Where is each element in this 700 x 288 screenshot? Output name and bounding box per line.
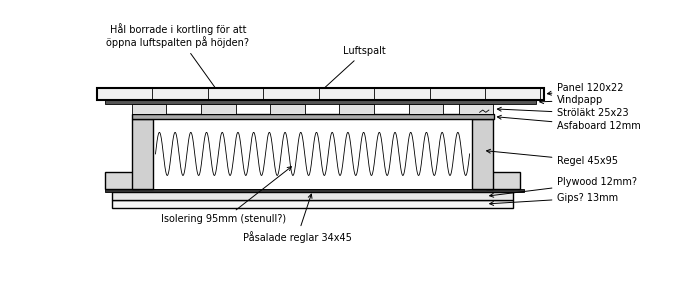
Bar (104, 100, 536, 104)
Text: Regel 45x95: Regel 45x95 (486, 149, 618, 166)
Bar (132, 114, 493, 119)
Bar (486, 172, 520, 189)
Text: Vindpapp: Vindpapp (540, 95, 603, 105)
Text: Luftspalt: Luftspalt (312, 46, 386, 100)
Bar (97, 88, 543, 100)
Bar (409, 104, 444, 114)
Text: Panel 120x22: Panel 120x22 (547, 83, 624, 95)
Text: Asfaboard 12mm: Asfaboard 12mm (498, 115, 641, 131)
Bar (340, 104, 374, 114)
Bar (104, 172, 139, 189)
Bar (270, 104, 304, 114)
Bar (112, 192, 512, 200)
Text: Påsalade reglar 34x45: Påsalade reglar 34x45 (243, 194, 351, 243)
Text: Gips? 13mm: Gips? 13mm (490, 193, 619, 205)
Text: Ströläkt 25x23: Ströläkt 25x23 (498, 107, 629, 118)
Bar (104, 189, 524, 192)
Bar (472, 119, 493, 189)
Bar (201, 104, 235, 114)
Text: Hål borrade i kortling för att
öppna luftspalten på höjden?: Hål borrade i kortling för att öppna luf… (106, 23, 249, 97)
Text: Isolering 95mm (stenull?): Isolering 95mm (stenull?) (162, 167, 291, 224)
Bar (132, 119, 153, 189)
Bar (459, 104, 494, 114)
Bar (153, 119, 472, 189)
Bar (132, 104, 166, 114)
Bar (112, 200, 512, 208)
Text: Plywood 12mm?: Plywood 12mm? (489, 177, 638, 197)
